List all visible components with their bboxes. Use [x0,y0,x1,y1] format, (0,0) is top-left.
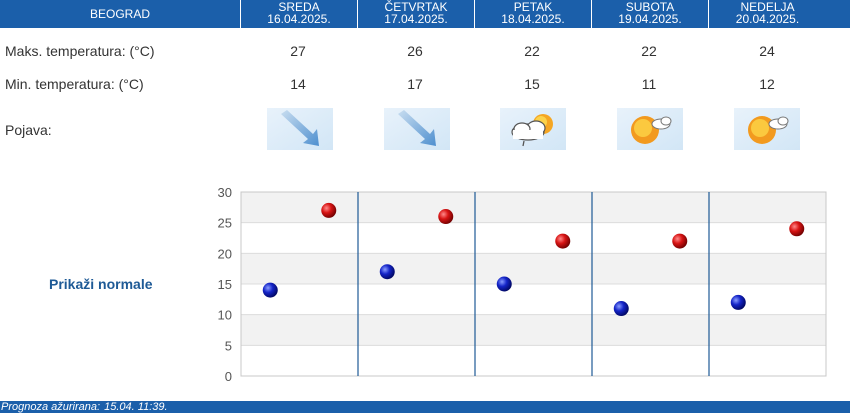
max-temp-point [321,202,337,218]
day-header: SUBOTA 19.04.2025. [592,0,708,28]
cloud-sun-rain-icon [500,108,566,150]
y-tick-label: 20 [218,246,232,261]
max-temp-value: 27 [290,43,306,59]
chart-band [241,222,826,254]
y-tick-label: 15 [218,277,232,292]
min-temp-point [262,282,278,298]
min-temp-value: 11 [641,76,657,92]
day-date: 18.04.2025. [501,12,565,26]
y-tick-label: 5 [225,338,232,353]
day-name: SUBOTA [625,0,675,14]
min-temp-point [613,301,629,317]
max-temp-point [672,233,688,249]
temperature-chart: 0 5 10 15 20 25 30 [218,185,827,384]
chart-band [241,284,826,315]
max-temp-value: 22 [641,43,657,59]
day-date: 19.04.2025. [618,12,682,26]
chart-points [262,202,805,317]
day-header: PETAK 18.04.2025. [475,0,591,28]
chart-frame [240,191,827,377]
update-label: Prognoza ažurirana: [1,401,101,413]
min-temp-point [730,294,746,310]
max-temp-value: 24 [759,43,775,59]
show-normals-link[interactable]: Prikaži normale [49,276,153,292]
header-divider [474,0,475,28]
header-divider [240,0,241,28]
min-temp-value: 14 [290,76,306,92]
max-temp-label: Maks. temperatura: (°C) [5,43,155,59]
chart-day-dividers [357,192,710,376]
y-tick-label: 30 [218,185,232,200]
y-tick-label: 25 [218,216,232,231]
day-header: SREDA 16.04.2025. [241,0,357,28]
chart-band [241,345,826,376]
header-divider [591,0,592,28]
chart-gridlines [240,191,827,377]
y-tick-label: 0 [225,369,232,384]
max-temp-point [438,209,454,225]
min-temp-value: 15 [524,76,540,92]
min-temp-value: 17 [407,76,423,92]
day-name: SREDA [278,0,320,14]
day-date: 17.04.2025. [384,12,448,26]
sun-cloud-icon [734,108,800,150]
min-temp-value: 12 [759,76,775,92]
min-temp-label: Min. temperatura: (°C) [5,76,144,92]
min-temp-point [496,276,512,292]
wind-arrow-icon [267,108,333,150]
chart-band [241,314,826,346]
chart-band [241,253,826,284]
forecast-header: BEOGRAD SREDA 16.04.2025. ČETVRTAK 17.04… [0,0,850,28]
chart-background [241,192,826,376]
day-name: NEDELJA [740,0,795,14]
sun-cloud-icon [617,108,683,150]
day-date: 20.04.2025. [735,12,800,26]
day-name: ČETVRTAK [384,0,448,14]
day-header: ČETVRTAK 17.04.2025. [358,0,474,28]
update-timestamp: 15.04. 11:39. [104,401,168,413]
header-divider [708,0,709,28]
phenomenon-label: Pojava: [5,122,52,138]
y-tick-label: 10 [218,308,232,323]
day-date: 16.04.2025. [267,12,331,26]
city-name: BEOGRAD [89,7,150,21]
max-temp-value: 26 [407,43,423,59]
max-temp-value: 22 [524,43,540,59]
y-axis-ticks: 0 5 10 15 20 25 30 [218,185,232,384]
min-temp-point [379,264,395,280]
header-divider [357,0,358,28]
wind-arrow-icon [384,108,450,150]
max-temp-point [555,233,571,249]
update-footer: Prognoza ažurirana: 15.04. 11:39. [0,401,850,413]
day-name: PETAK [513,0,553,14]
max-temp-point [789,221,805,237]
chart-band [241,192,826,223]
day-header: NEDELJA 20.04.2025. [709,0,826,28]
